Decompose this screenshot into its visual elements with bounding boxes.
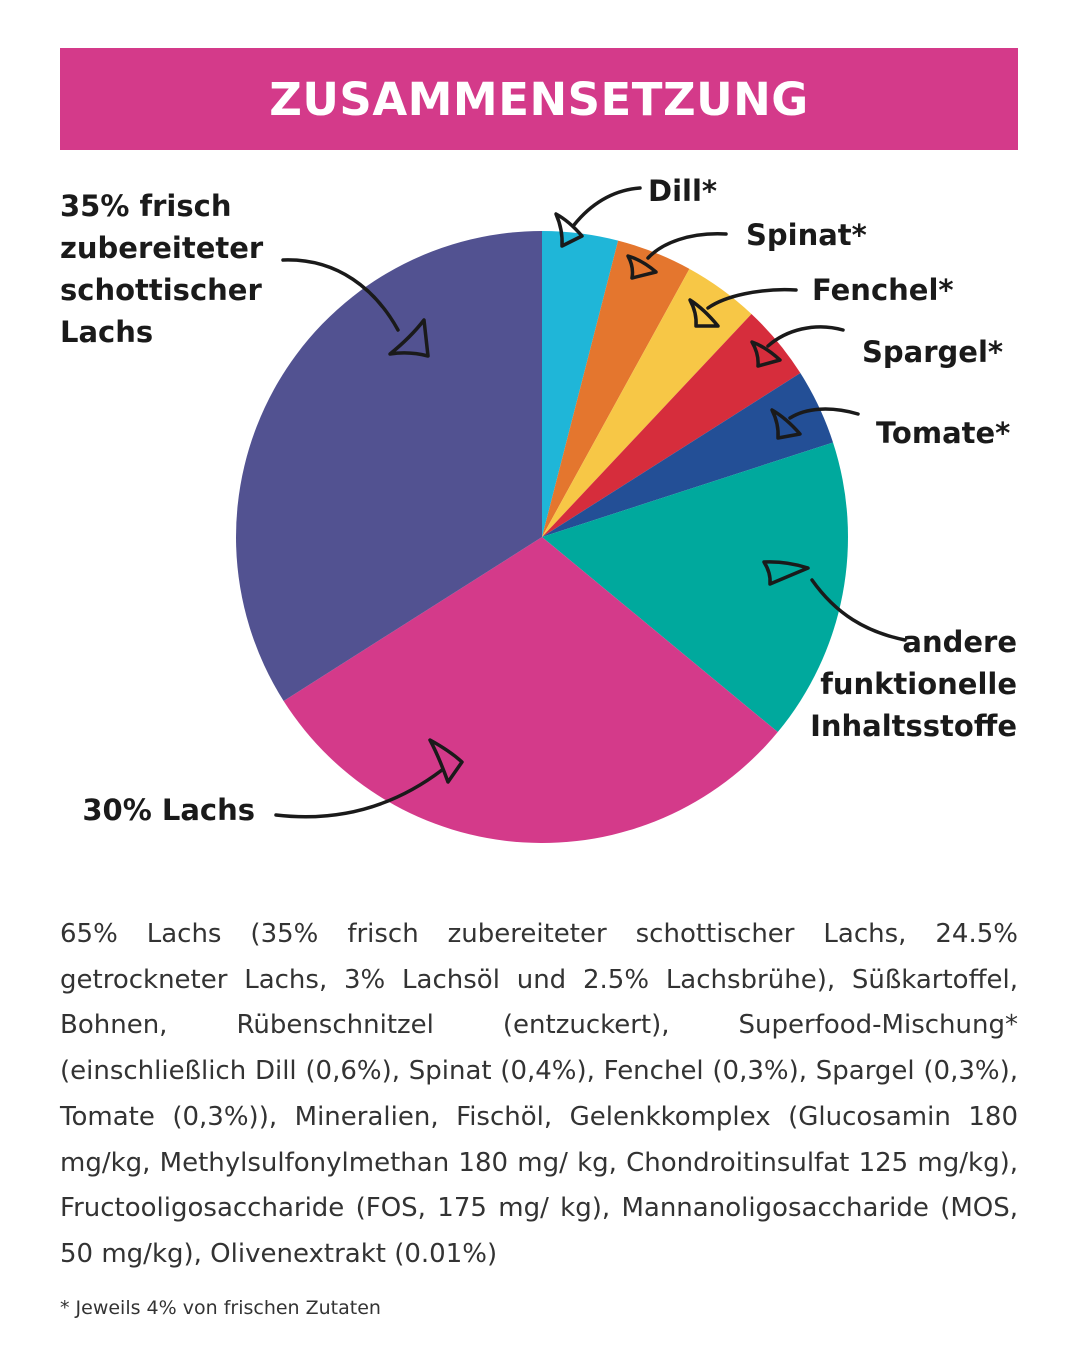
pie-labels: Dill* Spinat* Fenchel* Spargel* Tomate* ander… <box>60 174 1017 827</box>
pie-slice-7 <box>236 231 542 701</box>
arrow-head-1 <box>626 254 658 280</box>
arrow-line-6 <box>274 768 444 819</box>
pie-slice-6 <box>283 537 778 843</box>
arrow-head-3 <box>750 340 782 368</box>
pie-slice-3 <box>542 313 801 537</box>
page-title: ZUSAMMENSETZUNG <box>269 72 809 126</box>
pie-slices <box>236 231 848 843</box>
arrow-head-6 <box>428 738 464 784</box>
arrow-head-4 <box>770 408 802 440</box>
pie-label-3: Spargel* <box>862 335 1003 369</box>
pie-label-5: andere funktionelle Inhaltsstoffe <box>810 625 1017 743</box>
arrow-line-5 <box>810 578 907 642</box>
pie-slice-5 <box>542 442 848 733</box>
pie-slice-1 <box>542 240 690 538</box>
ingredients-text: 65% Lachs (35% frisch zubereiteter schot… <box>60 919 1018 1269</box>
pie-label-4: Tomate* <box>876 416 1010 450</box>
pie-label-6: 30% Lachs <box>82 793 255 827</box>
header-bar: ZUSAMMENSETZUNG <box>60 48 1018 150</box>
arrow-line-2 <box>706 287 798 310</box>
pie-slice-2 <box>542 268 752 537</box>
label-arrows <box>274 186 907 819</box>
pie-chart: Dill* Spinat* Fenchel* Spargel* Tomate* ander… <box>60 174 1017 843</box>
footnote: * Jeweils 4% von frischen Zutaten <box>60 1297 381 1319</box>
pie-label-7: 35% frisch zubereiteter schottischer Lachs <box>60 189 264 349</box>
pie-label-1: Spinat* <box>746 218 867 252</box>
pie-slice-4 <box>542 373 834 537</box>
pie-label-0: Dill* <box>648 174 717 208</box>
arrow-line-0 <box>572 186 642 227</box>
arrow-head-7 <box>388 318 430 358</box>
arrow-line-3 <box>766 325 845 348</box>
pie-slice-0 <box>542 231 619 537</box>
arrow-line-1 <box>646 232 728 260</box>
pie-label-2: Fenchel* <box>812 273 954 307</box>
arrow-line-7 <box>281 258 400 332</box>
arrow-head-2 <box>688 298 720 328</box>
arrow-head-0 <box>554 212 584 248</box>
arrow-line-4 <box>788 407 860 420</box>
arrow-head-5 <box>762 560 810 586</box>
